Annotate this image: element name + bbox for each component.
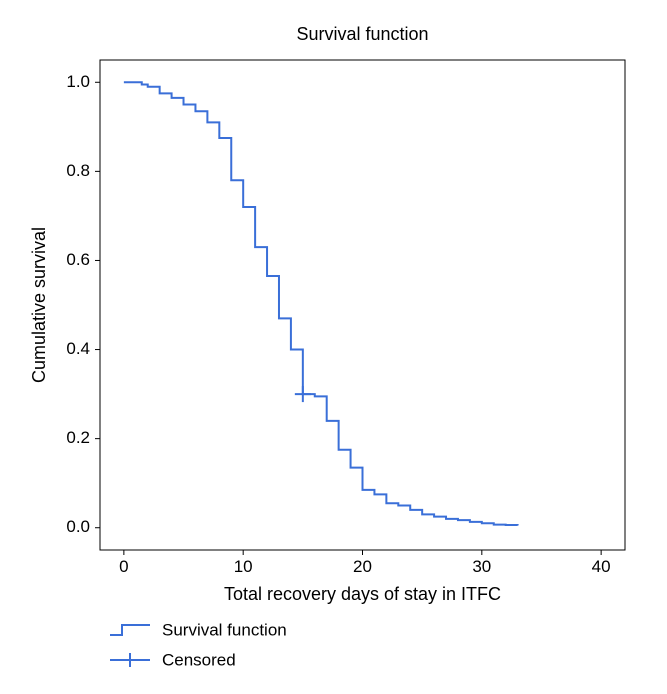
y-axis-label: Cumulative survival [29,227,49,383]
x-tick-label: 10 [234,557,253,576]
x-tick-label: 20 [353,557,372,576]
y-tick-label: 0.4 [66,339,90,358]
legend-item: Survival function [110,620,287,639]
x-tick-label: 30 [472,557,491,576]
legend-label: Survival function [162,620,287,639]
y-tick-label: 0.6 [66,250,90,269]
x-tick-label: 0 [119,557,128,576]
y-tick-label: 0.8 [66,161,90,180]
legend-label: Censored [162,650,236,669]
x-tick-label: 40 [592,557,611,576]
survival-chart: Survival function 0 10 20 30 40 0.0 0.2 0.4 0.6 0.… [0,0,667,694]
y-tick-label: 1.0 [66,72,90,91]
y-tick-label: 0.2 [66,428,90,447]
x-axis-label: Total recovery days of stay in ITFC [224,584,501,604]
chart-title: Survival function [296,24,428,44]
y-tick-label: 0.0 [66,517,90,536]
legend-item: Censored [110,650,236,669]
legend-step-icon [110,625,150,635]
